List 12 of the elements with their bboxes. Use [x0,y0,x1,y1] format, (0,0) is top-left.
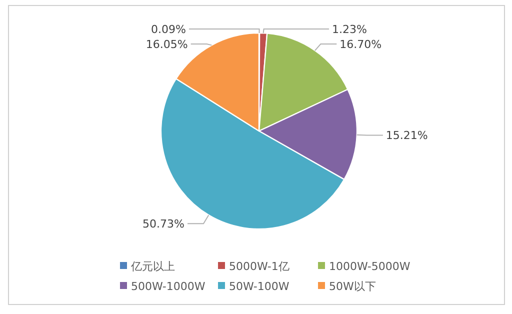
data-label: 1.23% [332,23,367,36]
legend-label: 50W-100W [229,280,290,293]
data-label: 50.73% [142,218,185,231]
legend-label: 5000W-1亿 [229,260,290,273]
legend-label: 50W以下 [329,280,376,293]
data-label: 16.05% [146,38,188,51]
legend-label: 亿元以上 [130,260,175,273]
data-label: 16.70% [340,38,382,51]
legend-label: 1000W-5000W [329,260,410,273]
data-label: 15.21% [386,129,428,142]
data-label: 0.09% [151,23,186,36]
legend-label: 500W-1000W [131,280,206,293]
